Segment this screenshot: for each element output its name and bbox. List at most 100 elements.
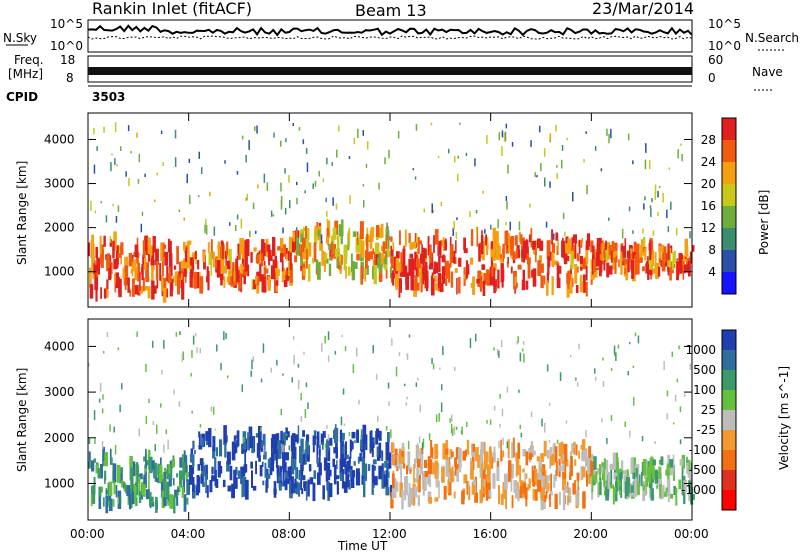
echo-mark [244,449,247,466]
echo-mark [272,237,276,257]
echo-mark-sparse [305,382,308,388]
echo-mark-sparse [241,384,243,392]
echo-mark [356,253,360,261]
echo-mark [615,250,618,256]
echo-mark [365,250,368,269]
echo-mark [569,284,573,294]
echo-mark [370,227,374,242]
echo-mark [164,469,168,474]
echo-mark [486,243,489,250]
echo-mark [275,449,278,468]
echo-mark [552,443,556,453]
echo-mark [302,475,306,481]
echo-mark [255,254,260,264]
power-colorbar-swatch [722,184,736,207]
echo-mark [501,269,505,281]
echo-mark [163,479,166,498]
echo-mark-sparse [245,197,248,201]
echo-mark [588,465,591,485]
echo-mark [540,263,544,273]
echo-mark [647,466,651,482]
echo-mark [479,489,483,504]
echo-mark-sparse [251,359,253,370]
echo-mark [381,450,384,461]
echo-mark [522,468,525,473]
echo-mark [156,272,159,289]
echo-mark [515,460,518,477]
echo-mark [488,490,492,498]
echo-mark [328,243,331,250]
echo-mark [110,457,113,465]
power-colorbar-frame [721,117,737,295]
echo-mark [417,458,421,468]
power-colorbar-swatch [722,206,736,229]
echo-mark [372,459,377,465]
echo-mark [518,231,521,243]
echo-mark [292,459,295,470]
echo-mark [503,473,508,490]
echo-mark [209,480,213,493]
echo-mark [109,448,112,465]
echo-mark [168,240,172,259]
echo-mark-sparse [114,122,117,132]
echo-mark [639,474,641,486]
xtick-label: 00:00 [70,527,105,541]
echo-mark-sparse [453,221,455,230]
echo-mark-sparse [674,394,677,402]
power-colorbar-swatch [722,118,736,141]
echo-mark [311,257,315,264]
echo-mark [580,239,583,248]
echo-mark [448,462,451,472]
echo-mark [500,439,502,458]
echo-mark [232,262,235,279]
echo-mark-sparse [101,408,104,414]
echo-mark [672,454,675,472]
echo-mark [565,256,570,262]
echo-mark [551,276,554,296]
echo-mark [199,276,204,294]
echo-mark [372,266,375,280]
echo-mark [162,282,167,303]
echo-mark [281,449,285,459]
echo-mark [678,479,682,490]
echo-mark [441,466,445,483]
echo-mark-sparse [493,347,495,351]
echo-mark-sparse [285,433,288,436]
echo-mark-sparse [335,203,338,210]
echo-mark-sparse [327,355,330,362]
echo-mark [137,262,140,278]
echo-mark-sparse [561,159,563,169]
echo-mark [178,271,182,279]
xtick-label: 00:00 [674,527,709,541]
echo-mark [348,456,351,464]
echo-mark [258,426,262,446]
echo-mark [287,473,291,485]
echo-mark [471,450,476,457]
echo-mark-sparse [183,217,185,221]
echo-mark [673,250,676,264]
echo-mark [280,245,284,263]
echo-mark [663,246,666,258]
echo-mark [115,272,120,288]
echo-mark [228,248,232,264]
echo-mark [606,459,609,476]
echo-mark-sparse [342,388,345,395]
echo-mark [160,457,162,467]
echo-mark [274,255,278,269]
echo-mark [322,431,326,438]
echo-mark [615,452,618,472]
echo-mark [514,481,518,499]
echo-mark [300,229,303,234]
echo-mark [165,288,169,298]
echo-mark [603,469,606,488]
echo-mark [422,472,424,483]
echo-mark [351,472,355,488]
echo-mark [414,251,417,271]
echo-mark [261,239,265,254]
echo-mark [480,474,484,495]
echo-mark [404,229,407,247]
echo-mark-sparse [357,128,359,138]
echo-mark [251,470,253,488]
echo-mark [458,277,461,294]
